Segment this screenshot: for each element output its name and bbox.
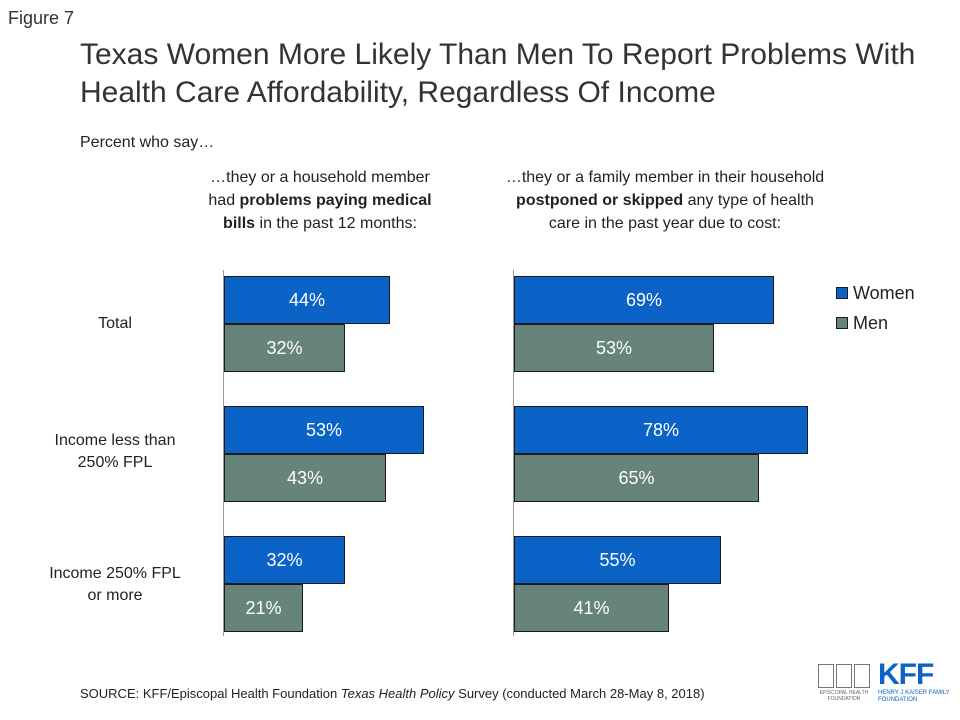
kff-logo: KFF HENRY J KAISER FAMILY FOUNDATION: [878, 660, 954, 704]
bar-right-1-men: 65%: [514, 454, 759, 502]
bar-right-0-women: 69%: [514, 276, 774, 324]
bar-data-label: 53%: [305, 419, 343, 440]
panel-heading-left-pre: …they or a household member had: [208, 169, 430, 209]
category-label-high-income: Income 250% FPL or more: [20, 563, 210, 607]
legend-label-men: Men: [853, 312, 889, 333]
axis-line-left: [223, 270, 224, 636]
bar-data-label: 43%: [286, 467, 324, 488]
bar-left-1-women: 53%: [224, 406, 424, 454]
source-italic: Texas Health Policy: [340, 686, 455, 701]
panel-heading-left-bold: problems paying medical bills: [223, 192, 432, 232]
panel-heading-right-bold: postponed or skipped: [516, 192, 684, 209]
panel-heading-right-pre: …they or a family member in their househ…: [505, 169, 825, 186]
source-note: SOURCE: KFF/Episcopal Health Foundation …: [80, 686, 705, 701]
kff-logo-subtext: HENRY J KAISER FAMILY FOUNDATION: [878, 690, 950, 703]
bar-data-label: 44%: [288, 289, 326, 310]
bar-right-1-women: 78%: [514, 406, 808, 454]
legend-item-women: Women: [836, 278, 915, 308]
category-label-line: 250% FPL: [77, 454, 153, 471]
bar-data-label: 41%: [573, 597, 610, 618]
axis-line-right: [513, 270, 514, 636]
bar-data-label: 53%: [595, 337, 633, 358]
bar-left-1-men: 43%: [224, 454, 386, 502]
category-label-line: Income less than: [54, 432, 176, 449]
panel-heading-left-post: in the past 12 months:: [255, 215, 417, 232]
panel-heading-right: …they or a family member in their househ…: [500, 166, 830, 235]
bar-right-2-women: 55%: [514, 536, 721, 584]
panel-heading-left: …they or a household member had problems…: [200, 166, 440, 235]
bar-data-label: 65%: [618, 467, 655, 488]
chart-title: Texas Women More Likely Than Men To Repo…: [80, 38, 916, 109]
ehf-logo-mark: [818, 664, 870, 688]
bar-left-0-women: 44%: [224, 276, 390, 324]
bar-data-label: 32%: [266, 337, 303, 358]
bar-right-2-men: 41%: [514, 584, 669, 632]
legend-swatch-women: [836, 287, 848, 299]
bar-left-2-men: 21%: [224, 584, 303, 632]
bar-data-label: 78%: [642, 419, 680, 440]
figure-label: Figure 7: [8, 8, 75, 28]
source-prefix: SOURCE: KFF/Episcopal Health Foundation: [80, 686, 341, 701]
legend-label-women: Women: [853, 282, 915, 303]
legend-swatch-men: [836, 317, 848, 329]
bar-data-label: 55%: [599, 549, 636, 570]
bar-data-label: 69%: [625, 289, 663, 310]
source-suffix: Survey (conducted March 28-May 8, 2018): [454, 686, 705, 701]
episcopal-health-foundation-logo: EPISCOPAL HEALTH FOUNDATION: [818, 664, 870, 704]
panel-heading-right-post: any type of health care in the past year…: [548, 192, 814, 232]
bar-right-0-men: 53%: [514, 324, 714, 372]
category-label-line: Total: [98, 315, 132, 332]
category-label-low-income: Income less than 250% FPL: [20, 430, 210, 474]
bar-data-label: 21%: [245, 597, 282, 618]
category-label-line: Income 250% FPL: [49, 565, 181, 582]
category-label-total: Total: [20, 313, 210, 335]
legend-item-men: Men: [836, 308, 915, 338]
category-label-line: or more: [87, 587, 143, 604]
ehf-logo-text: EPISCOPAL HEALTH FOUNDATION: [819, 690, 869, 702]
chart-subtitle: Percent who say…: [80, 134, 215, 151]
legend: Women Men: [836, 278, 915, 338]
bar-data-label: 32%: [266, 549, 303, 570]
bar-left-2-women: 32%: [224, 536, 345, 584]
bar-left-0-men: 32%: [224, 324, 345, 372]
kff-logo-mark: KFF: [878, 658, 934, 691]
